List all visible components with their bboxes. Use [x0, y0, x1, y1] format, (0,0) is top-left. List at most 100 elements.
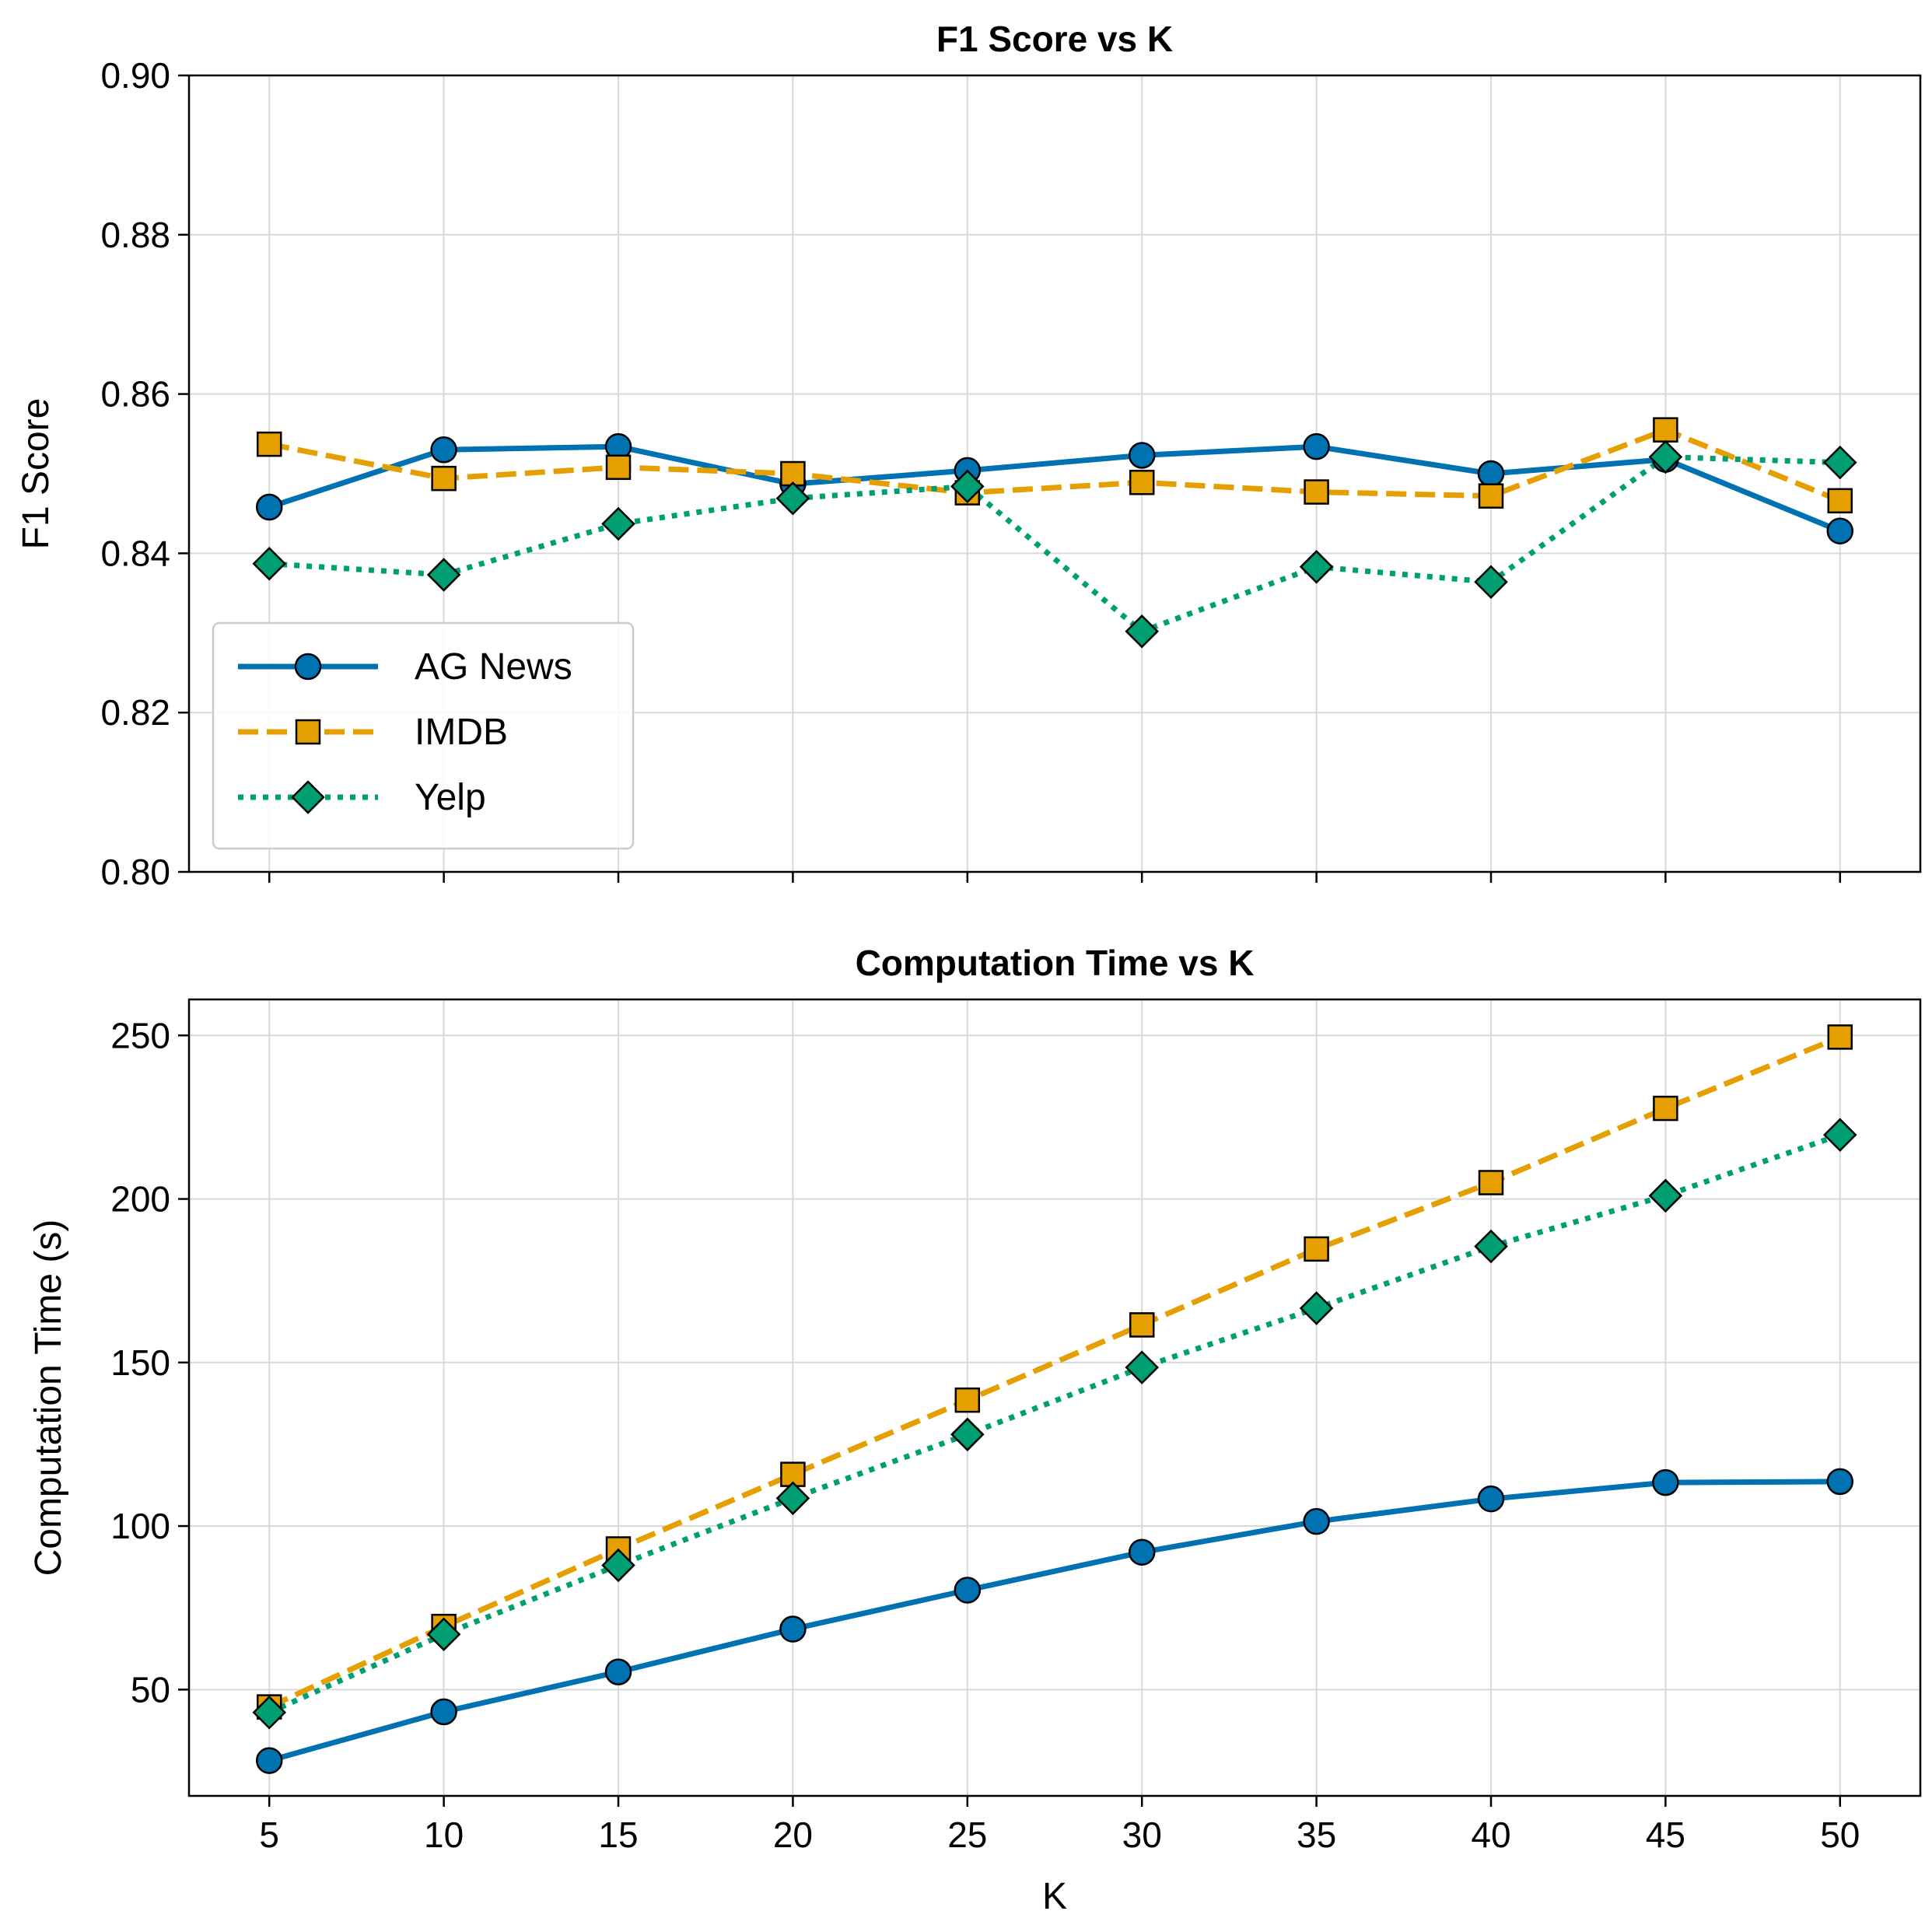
f1-point-yelp-k10	[426, 558, 461, 592]
time-point-ag-news-k10	[430, 1698, 457, 1726]
legend-entry-yelp: Yelp	[238, 777, 486, 818]
legend-swatch-yelp-marker	[291, 780, 325, 814]
time-point-ag-news-k40	[1477, 1485, 1505, 1513]
time-x-tick-label-20: 20	[773, 1815, 813, 1855]
f1-point-imdb-k35	[1304, 479, 1329, 505]
legend: AG News IMDB Yelp	[212, 621, 635, 850]
time-point-ag-news-k35	[1303, 1507, 1330, 1535]
time-x-tick-label-35: 35	[1297, 1815, 1336, 1855]
time-x-tick-label-5: 5	[259, 1815, 279, 1855]
f1-point-ag-news-k30	[1128, 442, 1156, 469]
time-point-imdb-k45	[1653, 1095, 1678, 1122]
f1-y-tick-label-3: 0.86	[100, 374, 170, 415]
f1-ticks: 0.80 0.82 0.84 0.86 0.88 0.90	[100, 55, 1842, 892]
time-chart-title: Computation Time vs K	[856, 943, 1255, 983]
f1-point-yelp-k25	[950, 469, 985, 504]
f1-point-yelp-k5	[252, 546, 286, 581]
f1-point-imdb-k5	[256, 431, 282, 457]
time-point-ag-news-k30	[1128, 1538, 1156, 1566]
f1-point-ag-news-k40	[1477, 460, 1505, 488]
time-point-ag-news-k15	[604, 1658, 632, 1685]
time-x-tick-label-25: 25	[947, 1815, 987, 1855]
f1-point-imdb-k40	[1478, 483, 1504, 509]
time-point-yelp-k20	[775, 1481, 810, 1516]
time-y-tick-label-2: 150	[110, 1342, 170, 1383]
f1-point-imdb-k30	[1129, 470, 1155, 495]
time-x-tick-label-45: 45	[1646, 1815, 1685, 1855]
time-series-line-yelp	[268, 1132, 1841, 1715]
f1-y-tick-label-2: 0.84	[100, 533, 170, 573]
time-point-yelp-k25	[950, 1417, 985, 1452]
time-point-yelp-k5	[252, 1695, 286, 1730]
f1-chart-title: F1 Score vs K	[936, 19, 1173, 59]
x-axis-label: K	[1042, 1876, 1067, 1917]
f1-point-yelp-k15	[601, 506, 635, 541]
f1-y-tick-label-4: 0.88	[100, 215, 170, 255]
time-point-yelp-k30	[1125, 1350, 1159, 1384]
time-y-tick-label-0: 50	[131, 1669, 170, 1710]
f1-point-yelp-k35	[1299, 550, 1334, 584]
f1-score-panel: 0.80 0.82 0.84 0.86 0.88 0.90 F1 Score vs K F…	[16, 19, 1922, 892]
f1-point-yelp-k30	[1125, 614, 1159, 649]
time-point-ag-news-k5	[255, 1747, 283, 1774]
time-y-tick-label-1: 100	[110, 1506, 170, 1546]
legend-label-ag-news: AG News	[415, 646, 572, 688]
time-point-yelp-k15	[601, 1548, 635, 1583]
f1-point-yelp-k40	[1474, 565, 1508, 600]
f1-point-yelp-k50	[1823, 445, 1857, 480]
time-x-tick-label-15: 15	[598, 1815, 638, 1855]
time-point-ag-news-k20	[779, 1615, 807, 1643]
time-series-line-ag-news	[268, 1479, 1840, 1763]
time-point-imdb-k25	[954, 1387, 981, 1413]
f1-point-imdb-k15	[605, 454, 632, 481]
f1-series-line-ag-news	[268, 443, 1842, 534]
time-point-yelp-k10	[426, 1617, 461, 1652]
time-point-ag-news-k45	[1652, 1468, 1679, 1496]
f1-series-line-imdb	[268, 427, 1842, 504]
time-point-yelp-k35	[1299, 1291, 1334, 1325]
time-point-yelp-k50	[1823, 1118, 1857, 1152]
time-x-tick-label-40: 40	[1471, 1815, 1510, 1855]
f1-point-imdb-k50	[1827, 488, 1853, 514]
time-point-imdb-k50	[1827, 1024, 1853, 1050]
time-point-imdb-k30	[1129, 1312, 1155, 1338]
f1-point-ag-news-k35	[1303, 432, 1330, 460]
time-point-yelp-k45	[1648, 1178, 1683, 1213]
time-point-imdb-k40	[1478, 1170, 1504, 1195]
f1-point-yelp-k45	[1648, 439, 1683, 474]
time-point-ag-news-k50	[1826, 1468, 1854, 1496]
f1-series	[252, 417, 1857, 649]
f1-point-ag-news-k10	[430, 436, 457, 464]
f1-point-imdb-k10	[431, 465, 457, 492]
time-x-tick-label-50: 50	[1820, 1815, 1860, 1855]
time-x-tick-label-10: 10	[424, 1815, 464, 1855]
legend-swatch-imdb-marker	[295, 719, 321, 745]
time-y-tick-label-3: 200	[110, 1179, 170, 1220]
time-series	[252, 1024, 1857, 1774]
f1-point-ag-news-k50	[1826, 517, 1854, 544]
time-point-imdb-k35	[1304, 1236, 1329, 1262]
time-series-line-imdb	[268, 1034, 1842, 1710]
time-ticks: 5 10 15 20 25 30 35 40 45 50 50 100 150 200 250	[110, 1015, 1860, 1855]
f1-axes-frame	[187, 74, 1922, 873]
f1-point-yelp-k20	[775, 481, 810, 516]
f1-point-imdb-k45	[1653, 417, 1678, 443]
f1-y-axis-label: F1 Score	[16, 398, 57, 550]
f1-point-ag-news-k5	[255, 493, 283, 521]
f1-y-tick-label-0: 0.80	[100, 852, 170, 892]
time-y-tick-label-4: 250	[110, 1015, 170, 1055]
time-point-ag-news-k25	[954, 1577, 982, 1604]
legend-swatch-ag-news-marker	[294, 653, 322, 681]
f1-series-line-yelp	[268, 454, 1840, 635]
time-axes-frame	[187, 998, 1922, 1797]
legend-entry-imdb: IMDB	[238, 712, 508, 753]
f1-y-tick-label-5: 0.90	[100, 55, 170, 96]
time-x-tick-label-30: 30	[1122, 1815, 1162, 1855]
time-point-yelp-k40	[1474, 1229, 1508, 1264]
legend-label-imdb: IMDB	[415, 712, 508, 753]
legend-entry-ag-news: AG News	[238, 646, 572, 688]
legend-label-yelp: Yelp	[415, 777, 486, 818]
computation-time-panel: 5 10 15 20 25 30 35 40 45 50 50 100 150 200 250 Comput…	[28, 943, 1922, 1917]
